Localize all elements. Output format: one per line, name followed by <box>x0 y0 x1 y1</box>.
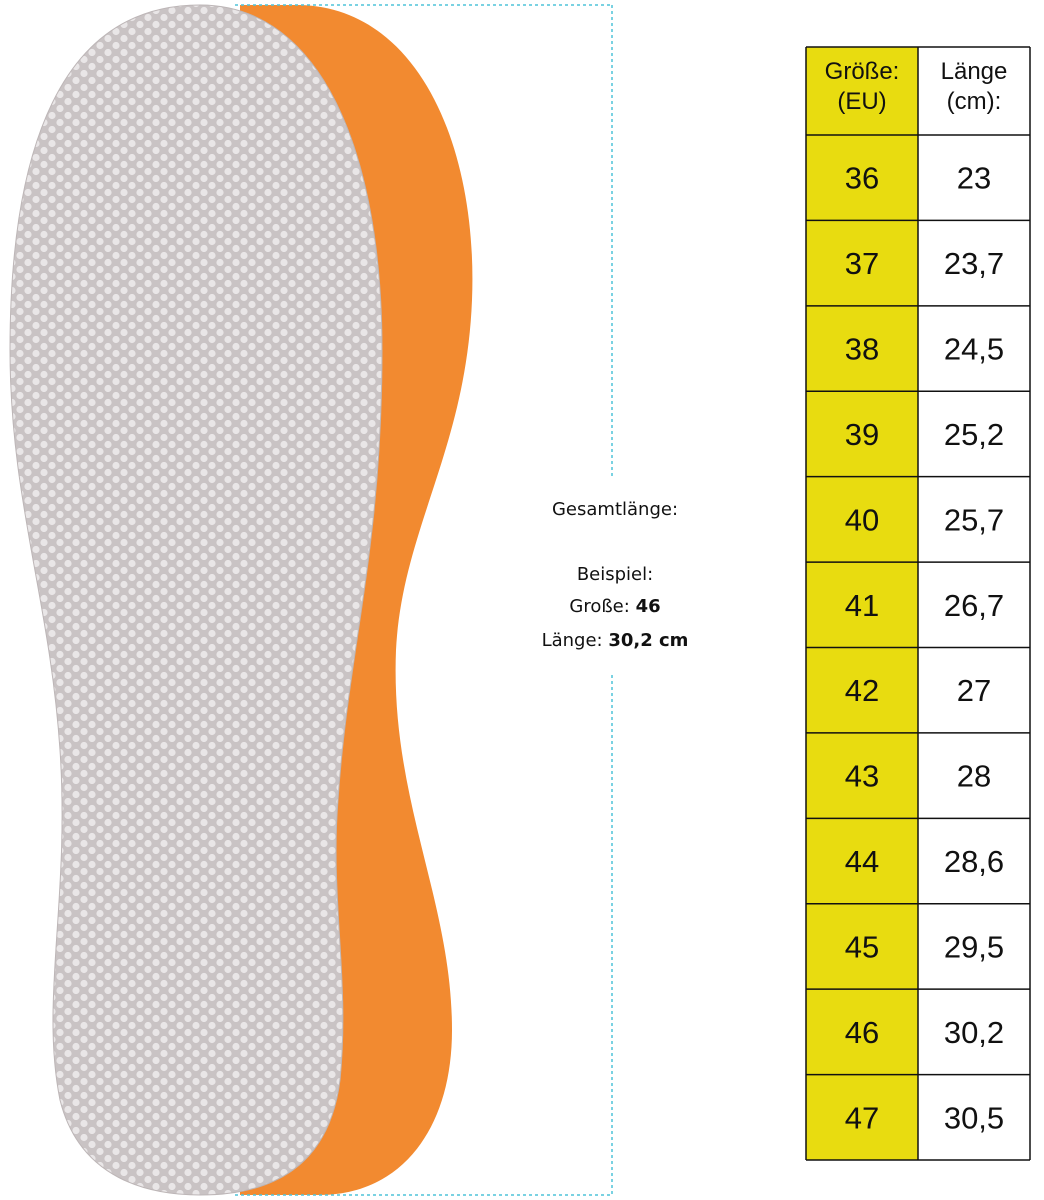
size-label: Große: <box>569 596 629 617</box>
example-heading: Beispiel: <box>577 564 653 585</box>
total-length-label: Gesamtlänge: <box>552 499 678 520</box>
table-cell: 23,7 <box>944 246 1004 281</box>
table-cell: 23 <box>957 161 991 196</box>
table-cell: 28,6 <box>944 844 1004 879</box>
size-table: Größe: (EU) Länge (cm): 36 23 37 23,7 38 24,5 39 25… <box>805 46 1031 1161</box>
table-cell: 43 <box>845 759 879 794</box>
table-cell: 44 <box>845 844 879 879</box>
table-cell: 26,7 <box>944 588 1004 623</box>
table-cell: 46 <box>845 1015 879 1050</box>
table-cell: 38 <box>845 332 879 367</box>
size-value: 46 <box>636 596 661 617</box>
table-cell: 41 <box>845 588 879 623</box>
table-cell: 36 <box>845 161 879 196</box>
table-cell: 45 <box>845 929 879 964</box>
table-cell: 27 <box>957 673 991 708</box>
table-cell: 28 <box>957 759 991 794</box>
table-cell: 40 <box>845 502 879 537</box>
example-length: Länge: 30,2 cm <box>542 630 689 651</box>
table-cell: 37 <box>845 246 879 281</box>
header-cell: (EU) <box>837 88 886 115</box>
column-bg <box>806 47 918 1160</box>
table-cell: 25,2 <box>944 417 1004 452</box>
grey-insole <box>9 4 383 1196</box>
header-cell: Größe: <box>825 58 900 85</box>
dimension-line <box>235 4 613 1196</box>
table-cell: 30,5 <box>944 1100 1004 1135</box>
table-cell: 42 <box>845 673 879 708</box>
table-cell: 24,5 <box>944 332 1004 367</box>
table-cell: 47 <box>845 1100 879 1135</box>
table-cell: 39 <box>845 417 879 452</box>
length-value: 30,2 cm <box>608 630 688 651</box>
header-cell: (cm): <box>947 88 1002 115</box>
table-cell: 29,5 <box>944 929 1004 964</box>
example-size: Große: 46 <box>569 596 660 617</box>
table-cell: 25,7 <box>944 502 1004 537</box>
length-label: Länge: <box>542 630 603 651</box>
header-cell: Länge <box>941 58 1008 85</box>
table-cell: 30,2 <box>944 1015 1004 1050</box>
column-bg <box>918 47 1030 1160</box>
